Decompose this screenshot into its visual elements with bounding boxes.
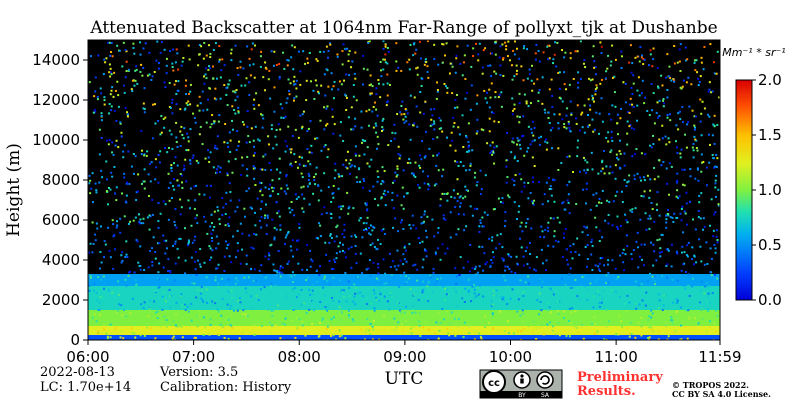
x-tick-label: 08:00 [278, 348, 321, 366]
copyright-label: © TROPOS 2022. [672, 380, 749, 390]
heatmap-layers [88, 274, 720, 340]
colorbar-tick-label: 1.0 [758, 181, 782, 199]
colorbar-tick-label: 2.0 [758, 71, 782, 89]
calibration-label: Calibration: History [160, 380, 292, 395]
heatmap-layer [88, 310, 720, 326]
y-axis-label: Height (m) [4, 143, 24, 237]
x-axis: 06:00 07:00 08:00 09:00 10:00 11:00 11:59 [66, 340, 742, 366]
colorbar-unit: Mm⁻¹ * sr⁻¹ [722, 46, 785, 59]
y-tick-label: 2000 [42, 291, 80, 309]
svg-text:SA: SA [541, 392, 550, 399]
heatmap-layer [88, 335, 720, 340]
x-axis-label: UTC [385, 369, 424, 389]
chart-title: Attenuated Backscatter at 1064nm Far-Ran… [89, 18, 717, 38]
y-tick-label: 12000 [32, 91, 80, 109]
x-tick-label: 10:00 [489, 348, 532, 366]
heatmap-layer [88, 326, 720, 335]
x-tick-label: 06:00 [66, 348, 109, 366]
y-tick-label: 4000 [42, 251, 80, 269]
cc-license-badge: cc BY SA [479, 369, 563, 399]
colorbar-tick-label: 0.0 [758, 291, 782, 309]
heatmap-layer [88, 286, 720, 310]
lc-label: LC: 1.70e+14 [40, 380, 131, 395]
y-tick-label: 14000 [32, 51, 80, 69]
colorbar-tick-label: 1.5 [758, 126, 782, 144]
colorbar-ticks: 0.0 0.5 1.0 1.5 2.0 [752, 71, 782, 309]
license-label: CC BY SA 4.0 License. [672, 389, 771, 399]
svg-text:cc: cc [488, 378, 500, 389]
x-tick-label: 07:00 [172, 348, 215, 366]
sa-icon [536, 371, 554, 389]
colorbar-tick-label: 0.5 [758, 236, 782, 254]
x-tick-label: 11:00 [595, 348, 638, 366]
heatmap-noise [88, 40, 720, 340]
x-tick-label: 11:59 [698, 348, 741, 366]
version-label: Version: 3.5 [159, 365, 238, 380]
y-axis: 0 2000 4000 6000 8000 10000 12000 14000 [32, 51, 88, 349]
y-tick-label: 0 [70, 331, 80, 349]
heatmap-area [88, 40, 720, 340]
y-tick-label: 6000 [42, 211, 80, 229]
preliminary-label: Preliminary [577, 370, 663, 385]
heatmap-layer [88, 274, 720, 286]
results-label: Results. [577, 384, 636, 399]
colorbar [735, 79, 753, 301]
cc-icon [482, 370, 506, 394]
y-tick-label: 10000 [32, 131, 80, 149]
y-tick-label: 8000 [42, 171, 80, 189]
plot-frame [87, 39, 721, 341]
date-label: 2022-08-13 [40, 365, 115, 380]
x-tick-label: 09:00 [383, 348, 426, 366]
svg-text:BY: BY [518, 392, 526, 399]
